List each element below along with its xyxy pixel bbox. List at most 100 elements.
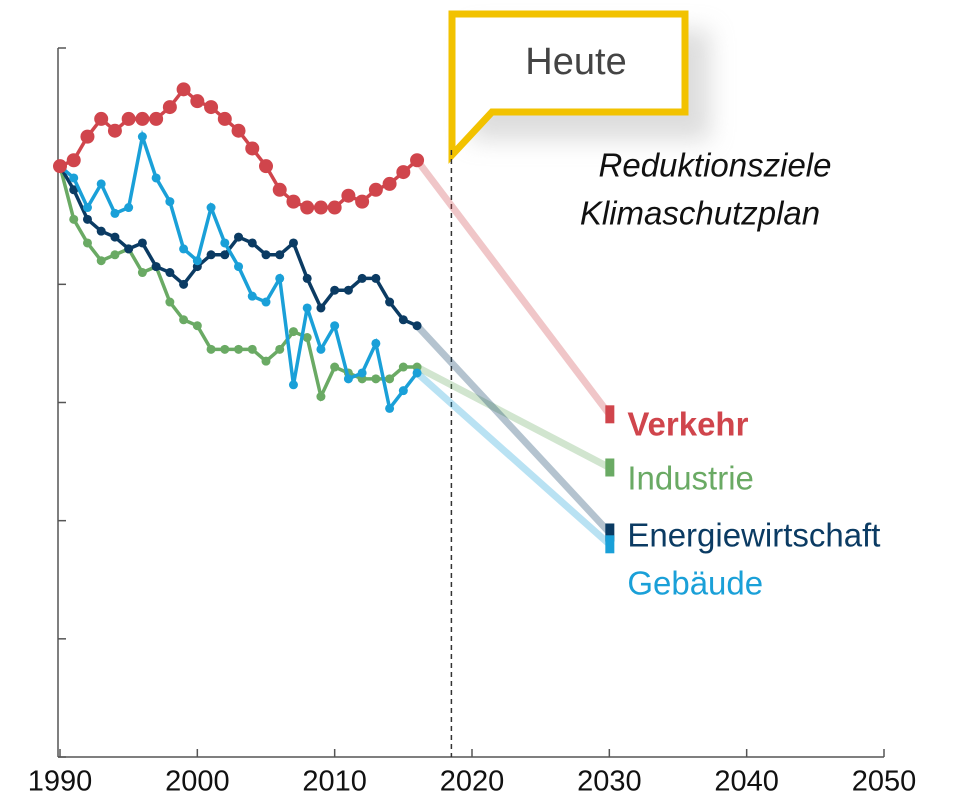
point: [149, 111, 164, 126]
point: [220, 250, 230, 260]
point: [190, 94, 205, 109]
point: [371, 374, 381, 384]
point: [82, 203, 92, 213]
point: [121, 111, 136, 126]
point: [316, 303, 326, 313]
point: [137, 268, 147, 278]
projection-band: [414, 323, 612, 535]
point: [234, 262, 244, 272]
point: [176, 82, 191, 97]
point: [135, 111, 150, 126]
point: [398, 315, 408, 325]
point: [330, 362, 340, 372]
point: [288, 238, 298, 248]
point: [371, 338, 381, 348]
target-marker: [605, 458, 615, 477]
legend-label: Verkehr: [627, 406, 748, 443]
point: [179, 279, 189, 289]
target-marker: [605, 405, 615, 424]
legend-label: Gebäude: [627, 565, 763, 602]
point: [412, 321, 422, 331]
point: [398, 386, 408, 396]
target-marker: [605, 523, 615, 542]
callout-text: Heute: [525, 41, 626, 83]
point: [343, 374, 353, 384]
point: [110, 232, 120, 242]
point: [206, 250, 216, 260]
point: [96, 226, 106, 236]
point: [398, 362, 408, 372]
point: [82, 214, 92, 224]
x-tick-label: 2030: [577, 766, 642, 798]
point: [385, 297, 395, 307]
point: [275, 273, 285, 283]
point: [382, 176, 397, 191]
point: [327, 200, 342, 215]
target-marker: [605, 535, 615, 554]
point: [247, 291, 257, 301]
point: [412, 368, 422, 378]
point: [137, 238, 147, 248]
point: [357, 368, 367, 378]
point: [368, 182, 383, 197]
point: [302, 333, 312, 343]
point: [355, 194, 370, 209]
projection-band: [415, 363, 611, 471]
point: [313, 200, 328, 215]
point: [110, 208, 120, 218]
point: [192, 256, 202, 266]
x-tick-label: 1990: [28, 766, 93, 798]
point: [96, 179, 106, 189]
point: [261, 250, 271, 260]
point: [192, 321, 202, 331]
point: [385, 403, 395, 413]
point: [165, 197, 175, 207]
point: [302, 273, 312, 283]
point: [245, 141, 260, 156]
point: [94, 111, 109, 126]
point: [162, 100, 177, 115]
point: [261, 356, 271, 366]
series-line: [58, 129, 419, 413]
point: [275, 344, 285, 354]
point: [124, 203, 134, 213]
legend-label: Industrie: [627, 460, 754, 497]
point: [316, 392, 326, 402]
projection-band: [414, 370, 612, 547]
note-line: Klimaschutzplan: [580, 195, 820, 232]
series-line: [58, 165, 418, 328]
series-line: [59, 86, 419, 210]
point: [286, 194, 301, 209]
point: [151, 173, 161, 183]
x-tick-label: 2050: [852, 766, 917, 798]
point: [272, 182, 287, 197]
point: [259, 159, 273, 174]
point: [371, 273, 381, 283]
point: [357, 273, 367, 283]
point: [300, 200, 315, 215]
point: [107, 123, 122, 138]
point: [66, 153, 81, 168]
point: [217, 111, 232, 126]
point: [261, 297, 271, 307]
point: [234, 232, 244, 242]
point: [288, 327, 298, 337]
point: [341, 188, 356, 203]
x-tick-label: 2040: [714, 766, 779, 798]
point: [124, 244, 134, 254]
point: [302, 303, 312, 313]
note-line: Reduktionsziele: [599, 147, 832, 184]
point: [275, 250, 285, 260]
point: [165, 268, 175, 278]
point: [247, 344, 257, 354]
point: [231, 123, 246, 138]
point: [69, 185, 79, 195]
x-tick-label: 2000: [165, 766, 230, 798]
point: [234, 344, 244, 354]
point: [137, 132, 147, 142]
point: [151, 262, 161, 272]
point: [69, 214, 79, 224]
point: [316, 344, 326, 354]
x-tick-label: 2020: [440, 766, 505, 798]
